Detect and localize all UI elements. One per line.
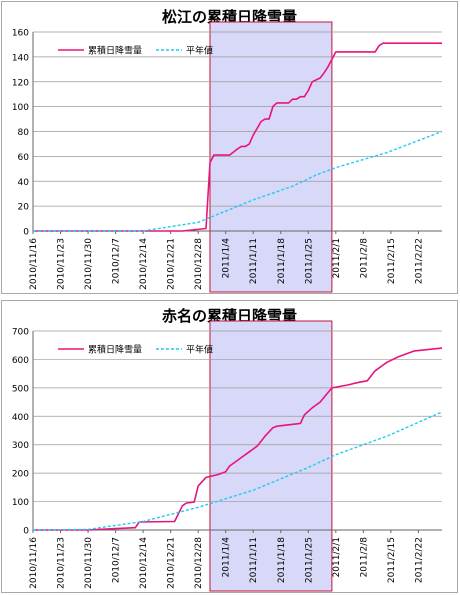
series-line [32,411,443,531]
x-tick-label: 2010/11/23 [57,537,67,589]
y-tick-label: 120 [12,78,29,88]
x-tick-label: 2010/12/7 [112,238,122,284]
chart-panel-matsue: 松江の累積日降雪量 0 20 40 60 80 100 120 140 160 2010/11/1… [1,1,458,294]
series-line [33,130,443,232]
x-tick-label: 2011/2/8 [359,238,369,279]
y-tick-label: 500 [12,384,29,394]
y-tick-label: 160 [12,29,29,39]
chart-panel-akana: 赤名の累積日降雪量 0 100 200 300 400 500 600 700 2010/11/… [1,300,458,593]
x-tick-label: 2010/12/7 [112,537,122,583]
y-tick-label: 80 [18,128,30,138]
x-tick-label: 2011/1/4 [222,537,232,578]
x-tick-label: 2011/1/4 [222,238,232,279]
x-tick-label: 2011/1/11 [249,537,259,583]
y-tick-label: 100 [12,498,29,508]
chart-svg: 0 20 40 60 80 100 120 140 160 2010/11/16 2010/11/2… [12,21,443,293]
x-tick-label: 2011/1/11 [249,238,259,284]
highlight-band [209,21,333,293]
x-tick-label: 2010/12/28 [194,537,204,589]
y-tick-label: 100 [12,103,29,113]
y-tick-label: 60 [18,153,30,163]
x-tick-label: 2010/11/16 [29,537,39,589]
x-tick-label: 2010/12/21 [167,238,177,290]
x-tick-label: 2010/11/30 [84,537,94,589]
x-tick-label: 2010/12/28 [194,238,204,290]
legend-label: 累積日降雪量 [88,344,142,356]
x-tick-label: 2010/12/14 [139,238,149,290]
legend-label: 平年値 [186,45,213,57]
y-tick-label: 140 [12,53,29,63]
highlight-band [209,320,333,592]
y-tick-label: 0 [23,228,29,238]
x-tick-label: 2011/1/18 [277,537,287,583]
x-tick-label: 2010/12/14 [139,537,149,589]
y-tick-label: 20 [18,203,30,213]
chart-svg: 0 100 200 300 400 500 600 700 2010/11/16 2010/11/… [12,320,443,592]
series-line [33,42,442,232]
x-tick-label: 2011/2/1 [332,537,342,577]
x-tick-label: 2011/2/1 [332,238,342,278]
y-tick-label: 200 [12,470,29,480]
y-tick-label: 700 [12,328,29,338]
series-line [33,347,443,531]
y-tick-label: 40 [18,178,30,188]
x-tick-label: 2011/2/22 [414,238,424,284]
x-tick-label: 2011/2/22 [414,537,424,583]
x-tick-label: 2011/1/25 [304,537,314,583]
x-tick-label: 2011/1/18 [277,238,287,284]
x-tick-label: 2010/11/23 [57,238,67,290]
x-tick-label: 2010/12/21 [167,537,177,589]
y-tick-label: 0 [23,527,29,537]
x-tick-label: 2011/1/25 [304,238,314,284]
x-tick-label: 2011/2/15 [387,238,397,284]
y-tick-label: 300 [12,441,29,451]
x-tick-label: 2011/2/8 [359,537,369,578]
x-tick-label: 2010/11/30 [84,238,94,290]
x-tick-label: 2011/2/15 [387,537,397,583]
legend-label: 累積日降雪量 [88,45,142,57]
y-tick-label: 400 [12,413,29,423]
x-tick-label: 2010/11/16 [29,238,39,290]
legend-label: 平年値 [186,344,213,356]
y-tick-label: 600 [12,356,29,366]
